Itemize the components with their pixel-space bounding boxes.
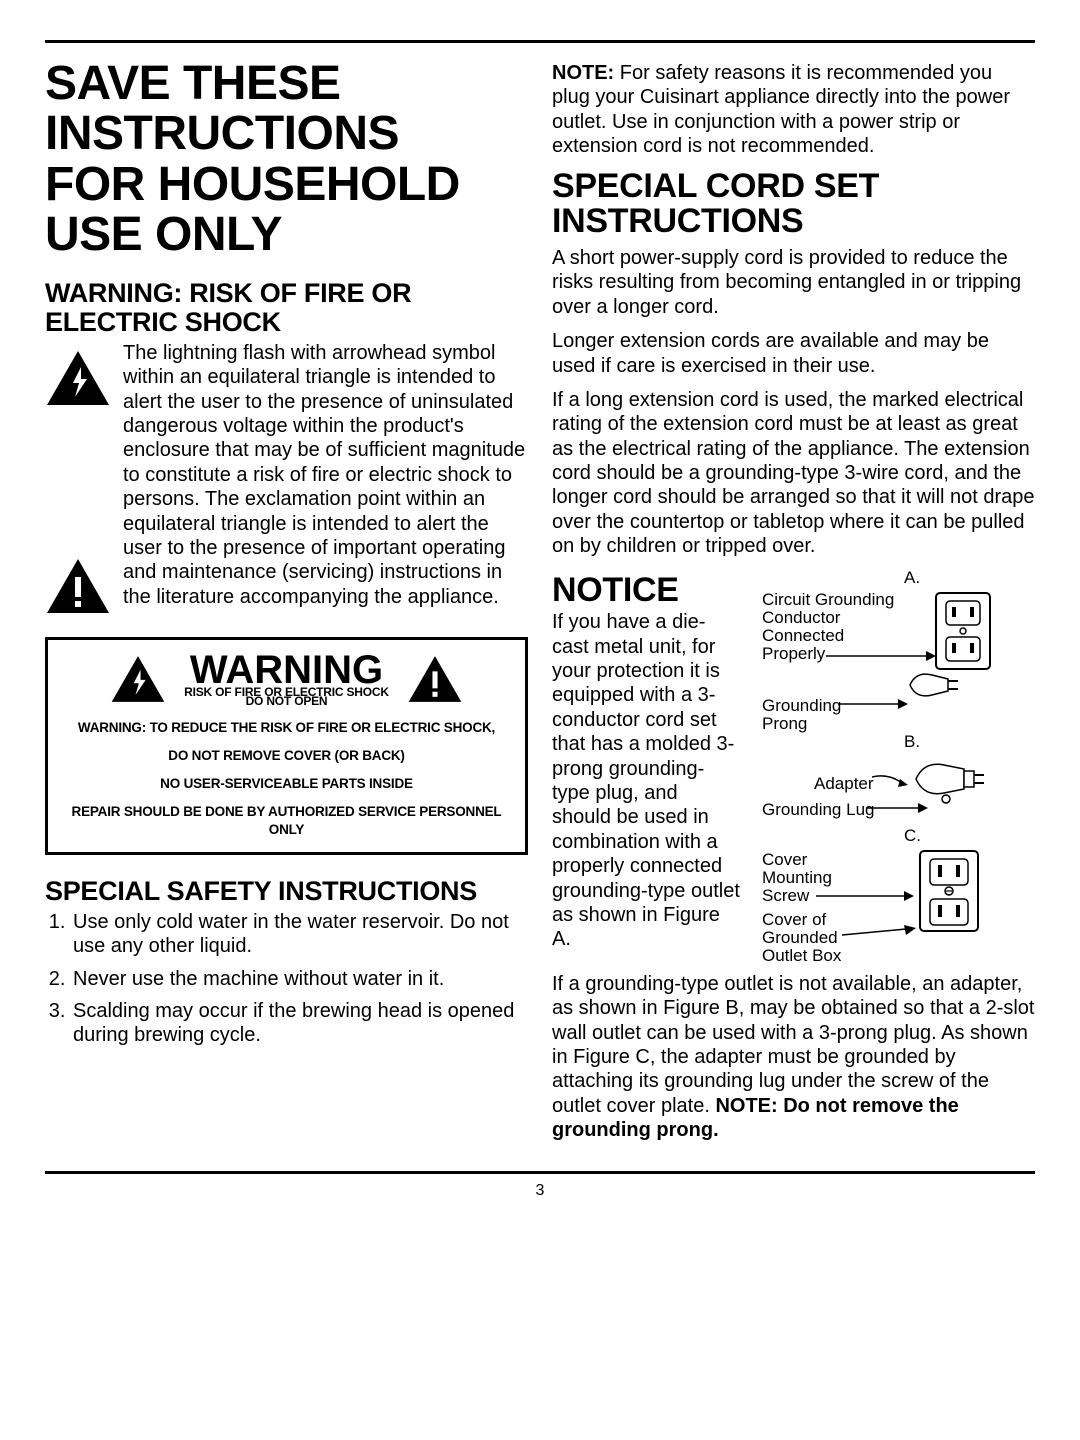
figA-g1: Grounding	[762, 697, 841, 715]
figA-l2: Conductor	[762, 609, 840, 627]
list-item: Never use the machine without water in i…	[71, 967, 528, 991]
figB-adapter: Adapter	[814, 775, 874, 793]
figC-c3: Outlet Box	[762, 947, 841, 965]
figC-l3: Screw	[762, 887, 809, 905]
top-rule	[45, 40, 1035, 43]
figA-letter: A.	[904, 569, 920, 587]
cord-p2: Longer extension cords are available and…	[552, 329, 1035, 378]
lightning-triangle-icon	[45, 349, 111, 407]
safety-list: Use only cold water in the water reservo…	[45, 910, 528, 1048]
triangle-icons-column	[45, 343, 111, 615]
notice-paragraph: If you have a die-cast metal unit, for y…	[552, 610, 742, 951]
exclamation-triangle-icon	[407, 654, 463, 704]
warning-box-top: WARNING RISK OF FIRE OR ELECTRIC SHOCK D…	[58, 650, 515, 708]
figB-letter: B.	[904, 733, 920, 751]
notice-text-col: NOTICE If you have a die-cast metal unit…	[552, 569, 742, 962]
list-item: Scalding may occur if the brewing head i…	[71, 999, 528, 1048]
exclamation-triangle-icon	[45, 557, 111, 615]
arrow-icon	[842, 925, 916, 941]
bottom-rule	[45, 1171, 1035, 1174]
adapter-icon	[906, 751, 986, 807]
plug-icon	[904, 665, 960, 705]
warning-box-title: WARNING	[184, 650, 389, 690]
warning-heading: WARNING: RISK OF FIRE OR ELECTRIC SHOCK	[45, 279, 528, 337]
adapter-paragraph: If a grounding-type outlet is not availa…	[552, 972, 1035, 1143]
outlet-icon	[934, 591, 992, 671]
note-bold: NOTE:	[552, 62, 614, 84]
arrow-icon	[816, 889, 914, 903]
cord-p3: If a long extension cord is used, the ma…	[552, 388, 1035, 559]
left-column: SAVE THESE INSTRUCTIONS FOR HOUSEHOLD US…	[45, 51, 528, 1153]
arrow-icon	[826, 647, 936, 665]
outlet-screw-icon	[914, 847, 984, 935]
warning-box-title-group: WARNING RISK OF FIRE OR ELECTRIC SHOCK D…	[184, 650, 389, 708]
cord-p1: A short power-supply cord is provided to…	[552, 246, 1035, 319]
grounding-diagram: A. Circuit Grounding Conductor Connected…	[754, 569, 1035, 962]
note-text: For safety reasons it is recommended you…	[552, 62, 1010, 157]
right-column: NOTE: For safety reasons it is recommend…	[552, 51, 1035, 1153]
notice-row: NOTICE If you have a die-cast metal unit…	[552, 569, 1035, 962]
lightning-triangle-icon	[110, 654, 166, 704]
symbol-paragraph: The lightning flash with arrowhead symbo…	[123, 341, 528, 609]
figA-g2: Prong	[762, 715, 807, 733]
figC-c1: Cover of	[762, 911, 826, 929]
note-paragraph: NOTE: For safety reasons it is recommend…	[552, 61, 1035, 159]
main-title-1: SAVE THESE INSTRUCTIONS	[45, 59, 528, 160]
arrow-icon	[872, 773, 908, 791]
arrow-icon	[866, 801, 928, 815]
figC-l1: Cover	[762, 851, 807, 869]
figA-l4: Properly	[762, 645, 825, 663]
notice-heading: NOTICE	[552, 573, 742, 609]
figB-lug: Grounding Lug	[762, 801, 874, 819]
figC-c2: Grounded	[762, 929, 838, 947]
page-number: 3	[45, 1182, 1035, 1200]
figA-l1: Circuit Grounding	[762, 591, 894, 609]
arrow-icon	[838, 697, 908, 711]
special-safety-heading: SPECIAL SAFETY INSTRUCTIONS	[45, 877, 528, 906]
main-title-2: FOR HOUSEHOLD USE ONLY	[45, 160, 528, 261]
warning-box: WARNING RISK OF FIRE OR ELECTRIC SHOCK D…	[45, 637, 528, 854]
cordset-heading: SPECIAL CORD SET INSTRUCTIONS	[552, 169, 1035, 240]
figC-l2: Mounting	[762, 869, 832, 887]
two-column-layout: SAVE THESE INSTRUCTIONS FOR HOUSEHOLD US…	[45, 51, 1035, 1153]
symbol-explanation: The lightning flash with arrowhead symbo…	[45, 341, 528, 619]
document-page: SAVE THESE INSTRUCTIONS FOR HOUSEHOLD US…	[0, 0, 1080, 1440]
figA-l3: Connected	[762, 627, 844, 645]
warnbox-line1: WARNING: TO REDUCE THE RISK OF FIRE OR E…	[58, 719, 515, 737]
warnbox-line3: NO USER-SERVICEABLE PARTS INSIDE	[58, 775, 515, 793]
figC-letter: C.	[904, 827, 921, 845]
list-item: Use only cold water in the water reservo…	[71, 910, 528, 959]
warnbox-line2: DO NOT REMOVE COVER (OR BACK)	[58, 747, 515, 765]
warnbox-line4: REPAIR SHOULD BE DONE BY AUTHORIZED SERV…	[58, 803, 515, 839]
